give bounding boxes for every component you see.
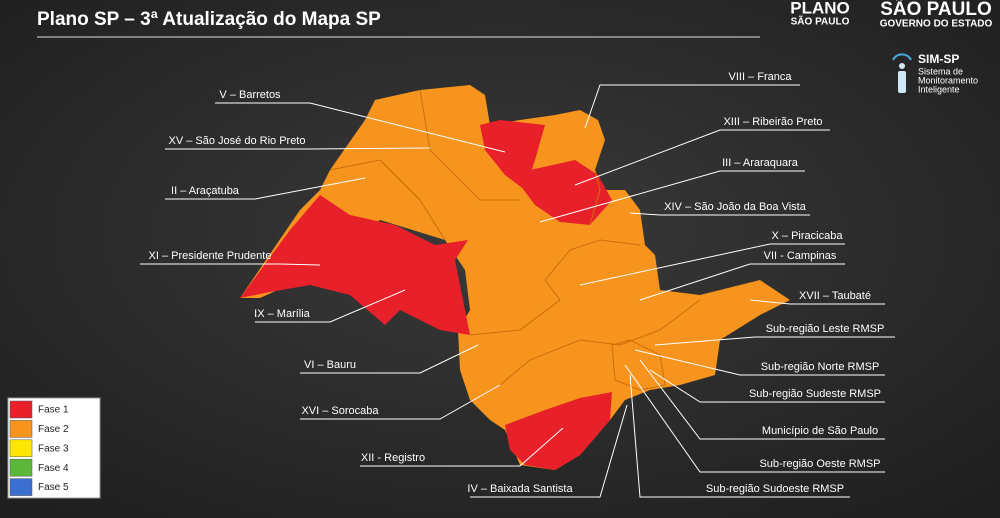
region-label: IV – Baixada Santista (467, 483, 573, 495)
logo-plano-sub: SÃO PAULO (791, 15, 850, 28)
leader-line (215, 102, 506, 153)
legend-swatch (9, 478, 33, 496)
leader-line (140, 263, 321, 266)
region-label: Sub-região Norte RMSP (761, 361, 880, 373)
region-label: XVI – Sorocaba (301, 405, 379, 417)
leader-line (629, 212, 810, 216)
logo-simsp-line: Inteligente (918, 84, 960, 94)
legend-label: Fase 1 (38, 405, 69, 416)
region-label: Sub-região Oeste RMSP (759, 458, 880, 470)
legend-label: Fase 3 (38, 443, 69, 454)
leader-line (165, 177, 366, 200)
region-label: III – Araraquara (722, 157, 799, 169)
leader-line (629, 374, 850, 498)
leader-line (470, 404, 628, 498)
region-border (329, 159, 446, 241)
leader-line (579, 243, 845, 286)
logo-governo-sub: GOVERNO DO ESTADO (880, 19, 993, 30)
region-label: Município de São Paulo (762, 425, 878, 437)
leader-line (749, 299, 885, 305)
leader-line (624, 364, 885, 473)
leader-line (255, 289, 406, 323)
leader-line (300, 344, 479, 374)
region-area (240, 85, 790, 470)
region-label: II – Araçatuba (171, 185, 240, 197)
region-label: XV – São José do Rio Preto (169, 135, 306, 147)
leader-line (360, 427, 564, 467)
legend-label: Fase 2 (38, 424, 69, 435)
region-area (520, 160, 612, 225)
logo-simsp-line: Monitoramento (918, 75, 978, 85)
region-label: Sub-região Sudoeste RMSP (706, 483, 844, 495)
region-label: VIII – Franca (729, 71, 793, 83)
region-border (469, 239, 641, 336)
region-label: XIV – São João da Boa Vista (664, 201, 807, 213)
region-label: XVII – Taubaté (799, 290, 871, 302)
region-border (499, 299, 701, 386)
leader-line (539, 170, 805, 223)
leader-line (165, 147, 431, 150)
leader-line (574, 129, 830, 186)
logo-plano: PLANO (790, 0, 850, 17)
leader-line (654, 336, 895, 346)
region-label: Sub-região Sudeste RMSP (749, 388, 881, 400)
title: Plano SP – 3ª Atualização do Mapa SP (37, 9, 381, 30)
legend-label: Fase 5 (38, 482, 69, 493)
region-border (419, 89, 520, 201)
leader-line (639, 359, 885, 440)
simsp-icon (892, 53, 912, 93)
leader-line (584, 84, 800, 129)
legend-swatch (9, 420, 33, 438)
legend-swatch (9, 458, 33, 477)
region-label: VI – Bauru (304, 359, 356, 371)
region-label: Sub-região Leste RMSP (766, 323, 885, 335)
legend-swatch (9, 439, 33, 458)
leader-line (300, 384, 501, 420)
region-label: IX – Marília (254, 308, 311, 320)
region-label: XII - Registro (361, 452, 425, 464)
region-label: XI – Presidente Prudente (149, 250, 272, 262)
logo-simsp-line: Sistema de (918, 66, 963, 76)
legend-swatch (9, 400, 33, 419)
logo-simsp: SIM-SP (918, 52, 959, 66)
leader-line (639, 263, 845, 301)
leader-line (649, 369, 885, 403)
legend-label: Fase 4 (38, 463, 69, 474)
region-label: X – Piracicaba (772, 230, 844, 242)
region-area (505, 392, 612, 470)
state-map (240, 85, 790, 470)
region-label: XIII – Ribeirão Preto (723, 116, 822, 128)
region-label: VII - Campinas (764, 250, 837, 262)
region-label: V – Barretos (219, 89, 281, 101)
region-area (240, 195, 470, 335)
logo-governo: SÃO PAULO (880, 0, 992, 20)
region-border (611, 339, 666, 391)
leader-line (634, 349, 885, 376)
